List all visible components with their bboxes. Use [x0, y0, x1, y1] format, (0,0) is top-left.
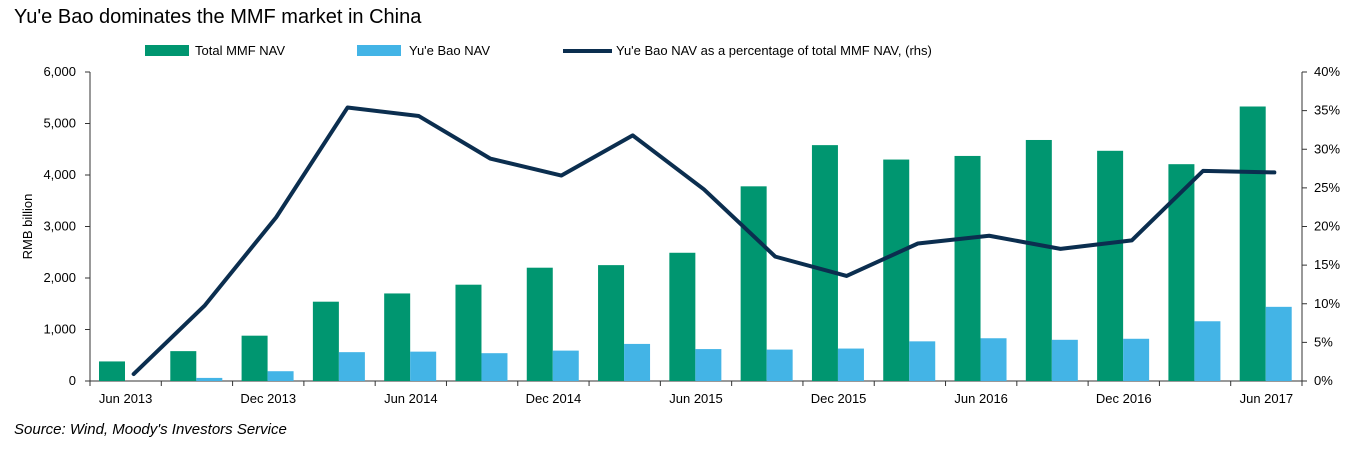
- x-tick-label: Jun 2013: [99, 391, 153, 406]
- bar-total-mmf: [1025, 139, 1052, 381]
- bar-yuebao: [1051, 339, 1078, 381]
- x-tick-label: Dec 2015: [811, 391, 867, 406]
- legend-label-pct-line: Yu'e Bao NAV as a percentage of total MM…: [616, 43, 932, 58]
- bar-yuebao: [552, 350, 579, 381]
- bar-total-mmf: [99, 361, 125, 381]
- y2-tick-label: 35%: [1314, 103, 1340, 118]
- x-tick-label: Jun 2017: [1240, 391, 1294, 406]
- bar-total-mmf: [1097, 150, 1124, 381]
- y-tick-label: 1,000: [43, 322, 76, 337]
- legend-swatch-total-mmf: [145, 45, 189, 56]
- bar-total-mmf: [384, 293, 411, 381]
- bar-total-mmf: [598, 265, 625, 381]
- bar-yuebao: [624, 343, 651, 381]
- bar-total-mmf: [954, 155, 981, 381]
- x-tick-label: Dec 2014: [526, 391, 582, 406]
- bar-total-mmf: [740, 186, 767, 381]
- y-tick-label: 6,000: [43, 64, 76, 79]
- bar-yuebao: [196, 377, 223, 381]
- legend-label-total-mmf: Total MMF NAV: [195, 43, 285, 58]
- bar-total-mmf: [170, 351, 197, 381]
- chart-title: Yu'e Bao dominates the MMF market in Chi…: [14, 6, 422, 28]
- y-tick-label: 2,000: [43, 270, 76, 285]
- bar-total-mmf: [1168, 164, 1195, 381]
- x-tick-label: Jun 2016: [954, 391, 1008, 406]
- bar-total-mmf: [455, 284, 482, 381]
- y-tick-label: 4,000: [43, 167, 76, 182]
- y2-tick-label: 20%: [1314, 219, 1340, 234]
- bar-yuebao: [695, 349, 722, 381]
- y2-tick-label: 0%: [1314, 373, 1333, 388]
- y2-tick-label: 15%: [1314, 257, 1340, 272]
- bar-yuebao: [267, 371, 294, 381]
- y-tick-label: 3,000: [43, 219, 76, 234]
- x-tick-label: Dec 2013: [240, 391, 296, 406]
- bar-yuebao: [338, 352, 365, 381]
- y-axis-label: RMB billion: [20, 194, 35, 260]
- bar-total-mmf: [526, 267, 553, 381]
- legend-swatch-yuebao: [357, 45, 401, 56]
- bar-yuebao: [909, 341, 936, 381]
- bar-total-mmf: [1239, 106, 1266, 381]
- bar-total-mmf: [669, 252, 696, 381]
- y-tick-label: 5,000: [43, 116, 76, 131]
- bar-total-mmf: [883, 159, 910, 381]
- bar-yuebao: [1194, 321, 1221, 381]
- x-tick-label: Jun 2015: [669, 391, 723, 406]
- y2-tick-label: 40%: [1314, 64, 1340, 79]
- bar-yuebao: [980, 338, 1007, 381]
- y2-tick-label: 10%: [1314, 296, 1340, 311]
- bar-yuebao: [837, 348, 864, 381]
- legend-label-yuebao: Yu'e Bao NAV: [409, 43, 490, 58]
- bar-yuebao: [410, 351, 437, 381]
- bar-total-mmf: [811, 145, 838, 381]
- x-tick-label: Dec 2016: [1096, 391, 1152, 406]
- y-tick-label: 0: [69, 373, 76, 388]
- x-tick-label: Jun 2014: [384, 391, 438, 406]
- y2-tick-label: 30%: [1314, 141, 1340, 156]
- y2-tick-label: 5%: [1314, 334, 1333, 349]
- source-note: Source: Wind, Moody's Investors Service: [14, 421, 287, 438]
- bar-total-mmf: [312, 301, 339, 381]
- line-yuebao-pct: [131, 105, 1277, 377]
- bar-yuebao: [481, 353, 508, 381]
- bar-yuebao: [1265, 306, 1292, 381]
- bar-yuebao: [766, 349, 793, 381]
- y2-tick-label: 25%: [1314, 180, 1340, 195]
- bar-yuebao: [1123, 338, 1150, 381]
- bar-total-mmf: [241, 335, 268, 381]
